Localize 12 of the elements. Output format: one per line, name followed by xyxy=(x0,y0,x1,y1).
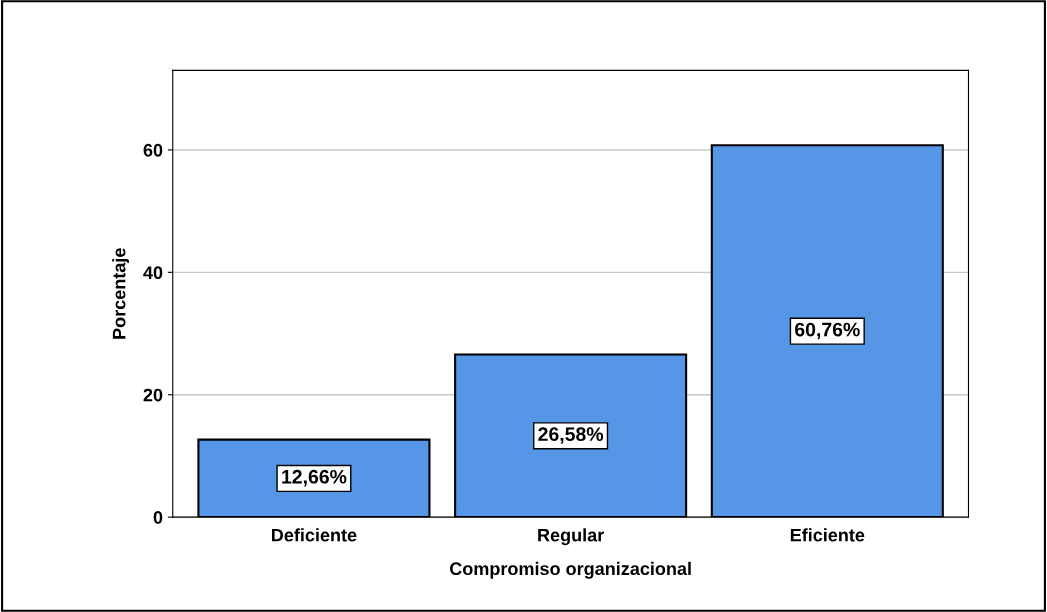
y-tick-label: 60 xyxy=(143,143,163,157)
x-tick-label: Regular xyxy=(538,528,604,546)
x-tick-label: Eficiente xyxy=(790,528,865,542)
y-tick-label: 0 xyxy=(153,511,163,524)
y-tick-label: 40 xyxy=(143,266,163,280)
data-label: 26,58% xyxy=(538,427,604,444)
y-tick-label: 20 xyxy=(143,388,163,402)
x-tick-label: Deficiente xyxy=(272,528,357,542)
y-axis-title: Porcentaje xyxy=(112,248,130,339)
data-label: 60,76% xyxy=(795,322,860,340)
x-axis-title: Compromiso organizacional xyxy=(449,561,691,579)
data-label: 12,66% xyxy=(282,469,347,487)
